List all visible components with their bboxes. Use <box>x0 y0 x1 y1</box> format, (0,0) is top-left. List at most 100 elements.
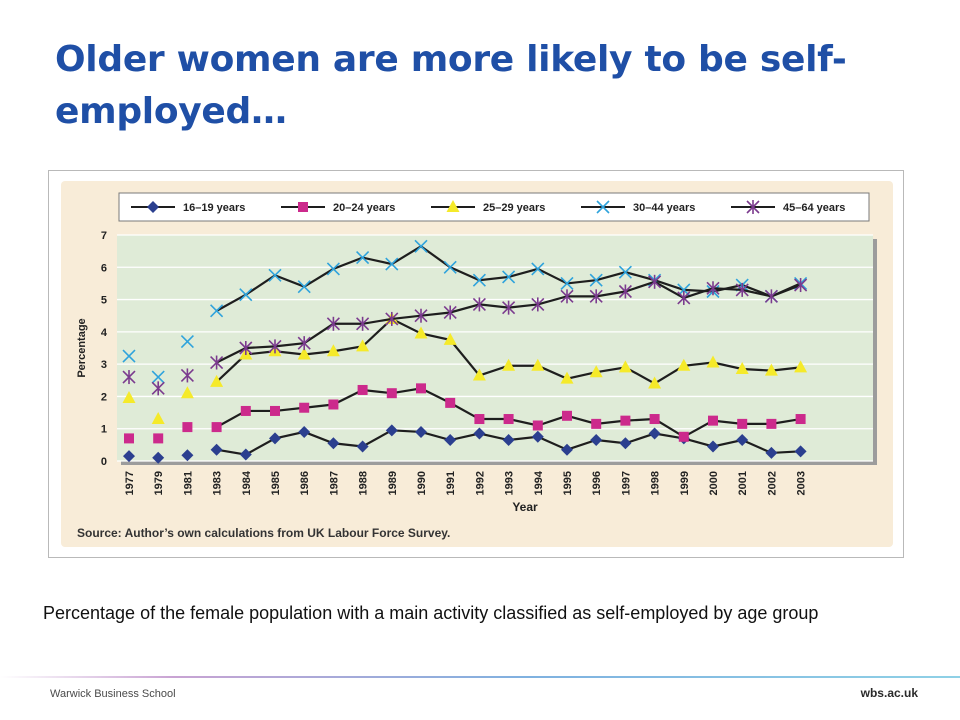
data-point <box>444 434 457 447</box>
data-point <box>269 432 281 445</box>
x-tick-label: 2002 <box>766 471 778 495</box>
data-point <box>210 355 224 370</box>
y-tick-label: 2 <box>101 391 107 403</box>
data-point <box>591 418 602 429</box>
legend: 16–19 years 20–24 years 25–29 years 30–44 y… <box>131 200 845 214</box>
data-point <box>677 290 691 305</box>
x-tick-label: 1990 <box>416 471 428 495</box>
y-tick-label: 5 <box>101 295 107 307</box>
data-point <box>328 399 339 410</box>
data-point <box>443 260 457 274</box>
x-tick-label: 1998 <box>650 471 662 495</box>
data-point <box>620 415 631 426</box>
data-point <box>385 257 399 271</box>
footer-url: wbs.ac.uk <box>860 686 918 700</box>
x-tick-label: 1985 <box>270 471 282 495</box>
data-point <box>766 418 777 429</box>
data-point <box>619 437 632 450</box>
x-tick-label: 1981 <box>182 471 194 495</box>
x-tick-label: 1999 <box>679 471 691 495</box>
x-tick-label: 2000 <box>708 471 720 495</box>
data-point <box>356 339 370 352</box>
data-point <box>239 288 253 302</box>
data-point <box>270 405 280 416</box>
data-point <box>385 311 399 326</box>
data-point <box>210 374 224 387</box>
data-point <box>707 440 719 453</box>
legend-item: 45–64 years <box>731 200 845 214</box>
x-tick-label: 1997 <box>620 471 632 495</box>
y-tick-label: 6 <box>101 262 107 274</box>
data-point <box>706 281 720 296</box>
data-point <box>414 239 428 253</box>
data-point <box>210 304 224 318</box>
figure-frame: 16–19 years 20–24 years 25–29 years 30–44 y… <box>48 170 904 558</box>
x-tick-label: 1979 <box>153 471 165 495</box>
legend-label: 16–19 years <box>183 202 245 214</box>
data-point <box>560 371 574 384</box>
legend-marker <box>596 200 610 214</box>
data-point <box>736 434 749 447</box>
data-point <box>443 305 457 320</box>
data-point <box>326 262 340 276</box>
data-point <box>618 360 632 373</box>
data-point <box>153 433 164 444</box>
data-point <box>794 278 808 293</box>
line-chart: 16–19 years 20–24 years 25–29 years 30–44 y… <box>61 181 893 547</box>
data-point <box>678 431 689 442</box>
x-tick-label: 1993 <box>504 471 516 495</box>
data-point <box>122 349 136 363</box>
legend-label: 45–64 years <box>783 202 845 214</box>
data-point <box>708 415 718 426</box>
data-point <box>795 414 806 425</box>
data-point <box>357 384 368 395</box>
data-point <box>531 297 545 312</box>
data-point <box>326 316 340 331</box>
x-tick-label: 1983 <box>212 471 224 495</box>
data-point <box>356 316 370 331</box>
x-tick-label: 1988 <box>358 471 370 495</box>
data-point <box>648 376 662 389</box>
data-point <box>123 450 135 463</box>
data-point <box>122 391 136 404</box>
data-point <box>618 284 632 299</box>
series-layer <box>122 239 808 464</box>
x-tick-label: 1987 <box>328 471 340 495</box>
data-point <box>268 268 282 282</box>
data-point <box>472 273 486 287</box>
data-point <box>415 425 427 438</box>
data-point <box>152 451 165 464</box>
x-tick-label: 1991 <box>445 471 457 495</box>
legend-marker <box>147 201 159 213</box>
x-tick-label: 1996 <box>591 471 603 495</box>
data-point <box>268 339 282 354</box>
data-point <box>531 262 545 276</box>
legend-marker <box>298 202 308 212</box>
x-tick-label: 1977 <box>124 471 136 495</box>
data-point <box>589 365 603 378</box>
x-tick-label: 1986 <box>299 471 311 495</box>
x-tick-label: 2003 <box>796 471 808 495</box>
data-point <box>385 424 398 437</box>
source-note: Source: Author’s own calculations from U… <box>77 526 450 540</box>
data-point <box>562 410 572 421</box>
data-point <box>502 300 516 315</box>
data-point <box>502 434 515 447</box>
data-point <box>502 270 516 284</box>
data-point <box>764 363 778 376</box>
data-point <box>124 433 134 444</box>
data-point <box>414 308 428 323</box>
data-point <box>239 448 252 461</box>
data-point <box>180 368 194 383</box>
slide-title: Older women are more likely to be self-e… <box>55 39 847 132</box>
data-point <box>122 370 136 385</box>
data-point <box>589 289 603 304</box>
data-point <box>560 289 574 304</box>
y-tick-label: 4 <box>101 327 108 339</box>
data-point <box>531 430 544 443</box>
data-point <box>298 425 311 438</box>
data-point <box>737 418 748 429</box>
data-point <box>180 334 194 349</box>
series-45-64-years <box>122 274 808 396</box>
x-axis: 1977 1979 1981 1983 1984 1985 1986 1987 1988 1989… <box>124 470 808 495</box>
